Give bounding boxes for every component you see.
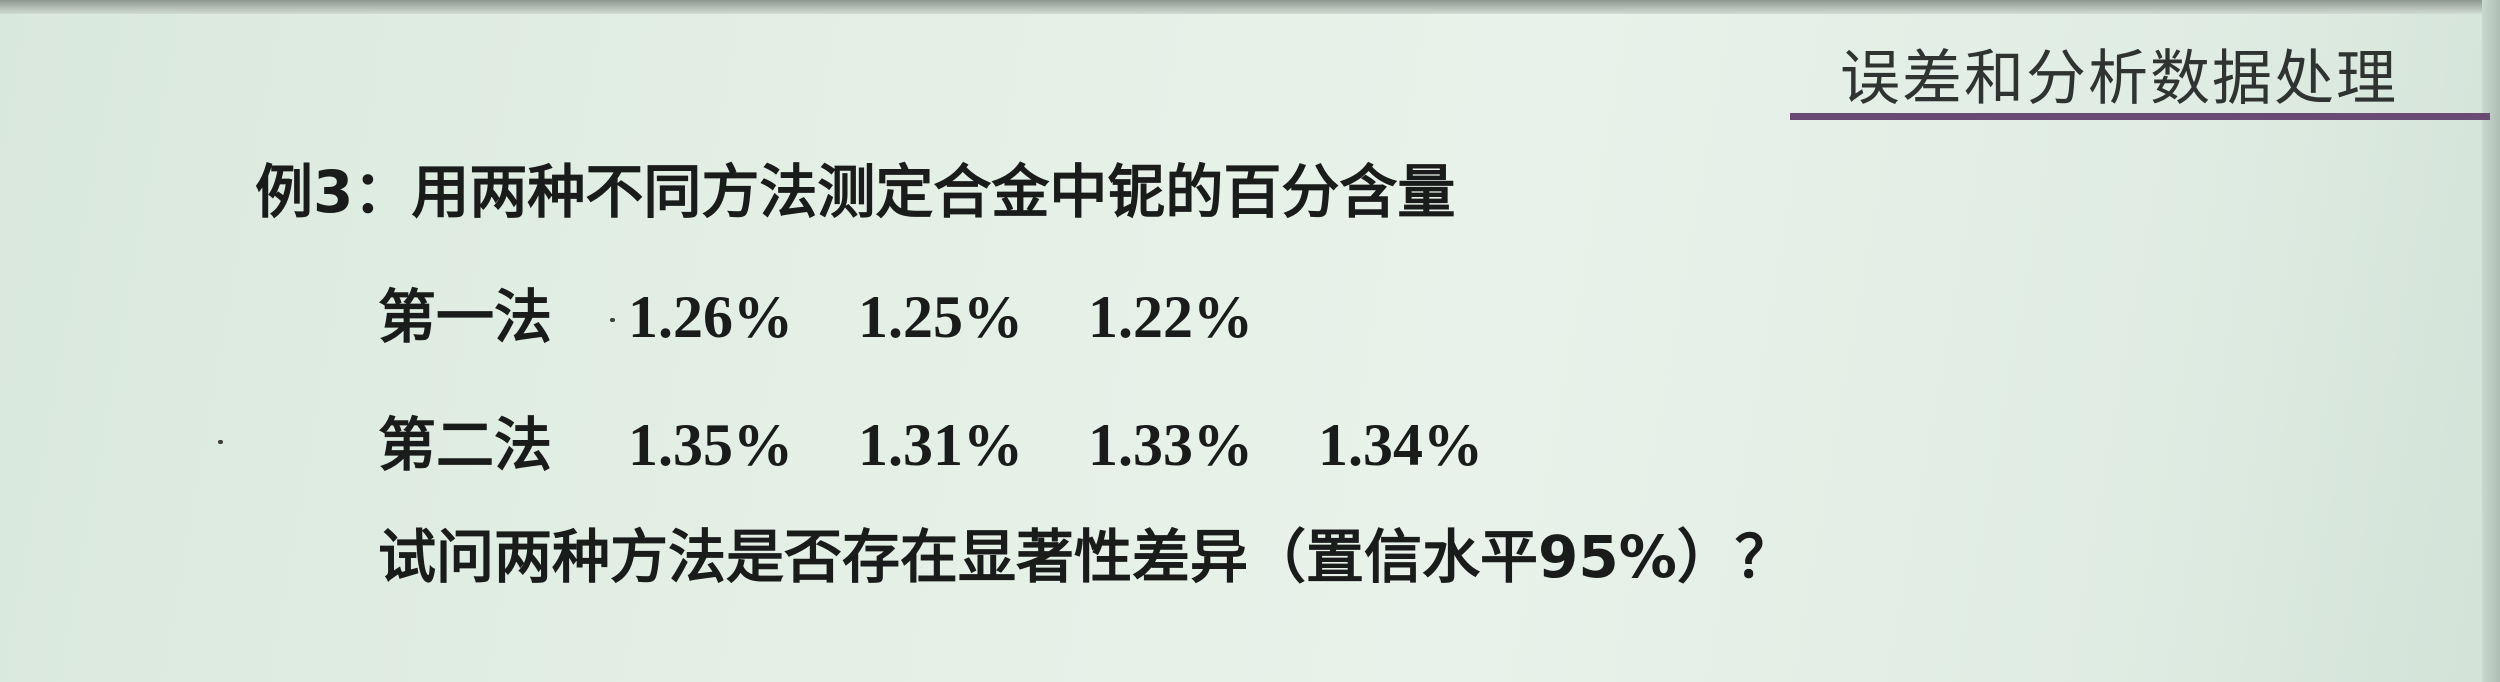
method2-row: 第二法 1.35% 1.31% 1.33% 1.34%: [378, 398, 1548, 482]
slide-top-edge: [0, 0, 2500, 14]
speck-mark: [610, 318, 615, 322]
speck-mark: [218, 440, 223, 444]
section-title-underline: [1790, 113, 2490, 120]
method2-label: 第二法: [378, 411, 553, 479]
slide-right-edge: [2482, 0, 2500, 682]
method1-value-1: 1.26%: [628, 284, 793, 350]
method1-label: 第一法: [378, 283, 553, 351]
method1-value-3: 1.22%: [1088, 284, 1253, 350]
method2-value-2: 1.31%: [858, 412, 1023, 478]
method2-value-3: 1.33%: [1088, 412, 1253, 478]
method1-row: 第一法 1.26% 1.25% 1.22%: [378, 270, 1318, 354]
method2-value-4: 1.34%: [1318, 412, 1483, 478]
section-title: 误差和分析数据处理: [1840, 44, 2398, 114]
method1-value-2: 1.25%: [858, 284, 1023, 350]
question-text: 试问两种方法是否存在显著性差异（置信水平95%）？: [378, 523, 1793, 591]
method2-value-1: 1.35%: [628, 412, 793, 478]
example-title: 例3：用两种不同方法测定合金中铌的百分含量: [255, 158, 1456, 226]
